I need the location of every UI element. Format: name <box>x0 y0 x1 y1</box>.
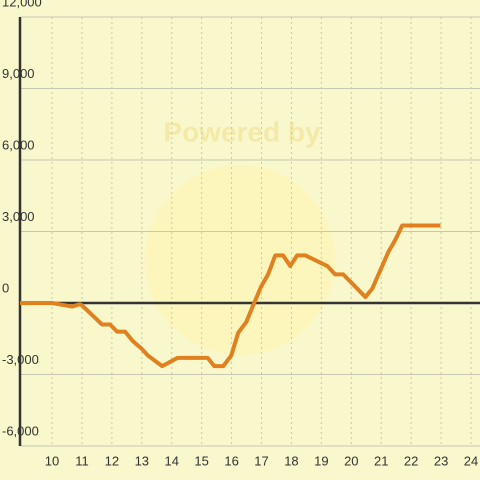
line-series <box>20 223 441 369</box>
x-tick-label: 21 <box>374 453 388 468</box>
watermark-logo <box>145 165 335 355</box>
x-tick-label: 20 <box>344 453 358 468</box>
y-tick-label: 6,000 <box>2 137 35 152</box>
x-tick-label: 22 <box>404 453 418 468</box>
y-tick-label: 9,000 <box>2 66 35 81</box>
x-tick-label: 11 <box>75 453 89 468</box>
x-tick-label: 19 <box>314 453 328 468</box>
x-tick-label: 16 <box>224 453 238 468</box>
y-tick-label: 0 <box>2 280 9 295</box>
x-tick-label: 12 <box>105 453 119 468</box>
watermark: Powered by <box>163 116 321 147</box>
y-tick-label: 3,000 <box>2 209 35 224</box>
y-tick-label: 12,000 <box>2 0 42 9</box>
x-tick-label: 13 <box>135 453 149 468</box>
x-tick-label: 10 <box>45 453 59 468</box>
x-tick-label: 17 <box>254 453 268 468</box>
x-tick-label: 23 <box>434 453 448 468</box>
x-tick-label: 24 <box>464 453 478 468</box>
x-tick-label: 15 <box>194 453 208 468</box>
x-tick-label: 14 <box>165 453 179 468</box>
x-tick-label: 18 <box>284 453 298 468</box>
